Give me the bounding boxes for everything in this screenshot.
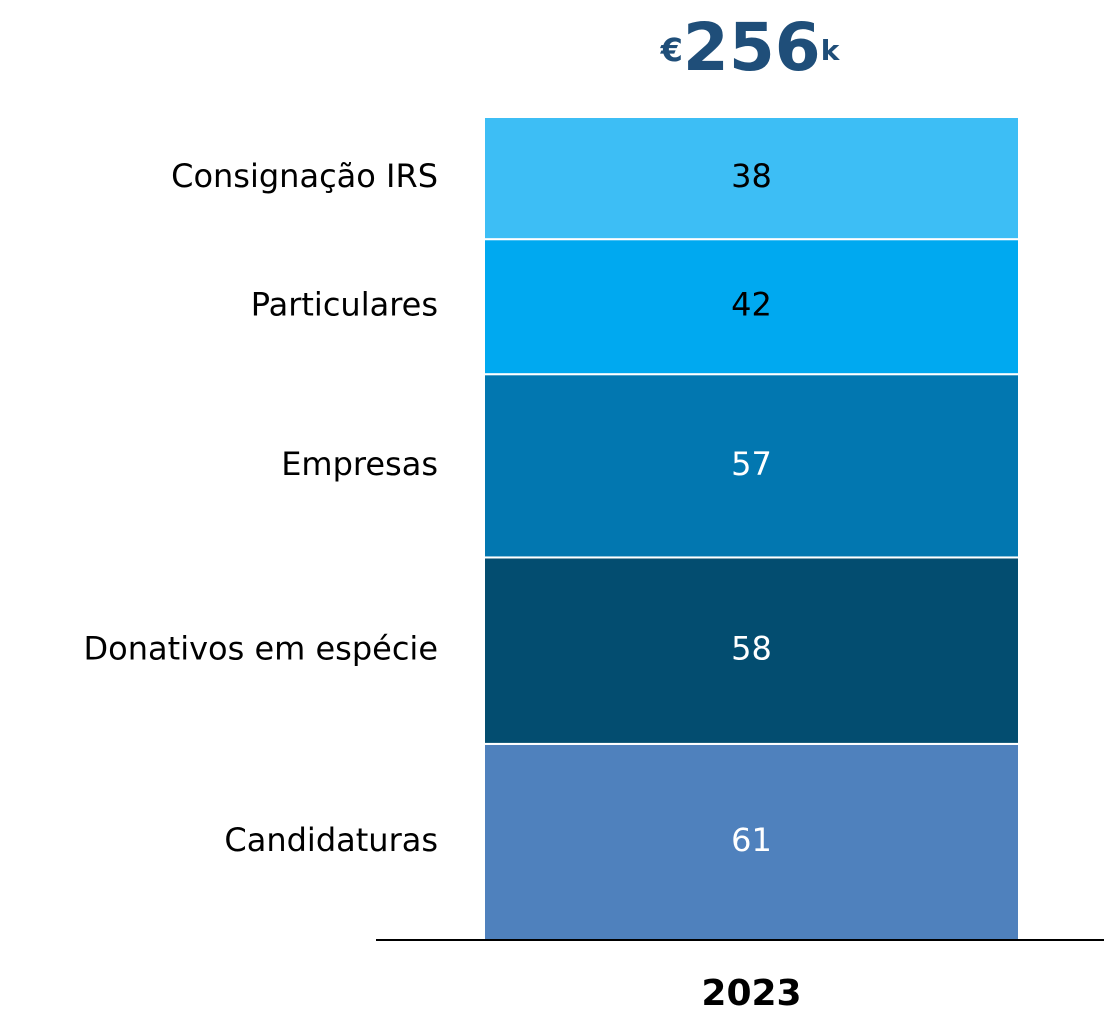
bar-segment	[483, 116, 1020, 241]
bar-segment	[483, 556, 1020, 745]
series-label: Particulares	[251, 286, 438, 324]
x-tick-label: 2023	[701, 973, 801, 1013]
bar-segment	[483, 742, 1020, 941]
series-label: Consignação IRS	[171, 157, 438, 195]
title-currency: €	[660, 31, 683, 69]
series-label: Empresas	[281, 445, 438, 483]
bar-segment	[483, 238, 1020, 376]
value-label: 57	[731, 445, 772, 483]
value-label: 58	[731, 630, 772, 668]
value-label: 61	[731, 821, 772, 859]
value-label: 38	[731, 157, 772, 195]
title-total: 256	[683, 9, 821, 86]
series-label: Donativos em espécie	[84, 630, 438, 668]
series-label: Candidaturas	[224, 821, 438, 859]
title-unit: k	[821, 34, 841, 67]
value-label: 42	[731, 286, 772, 324]
chart-title: €256k	[660, 9, 841, 86]
